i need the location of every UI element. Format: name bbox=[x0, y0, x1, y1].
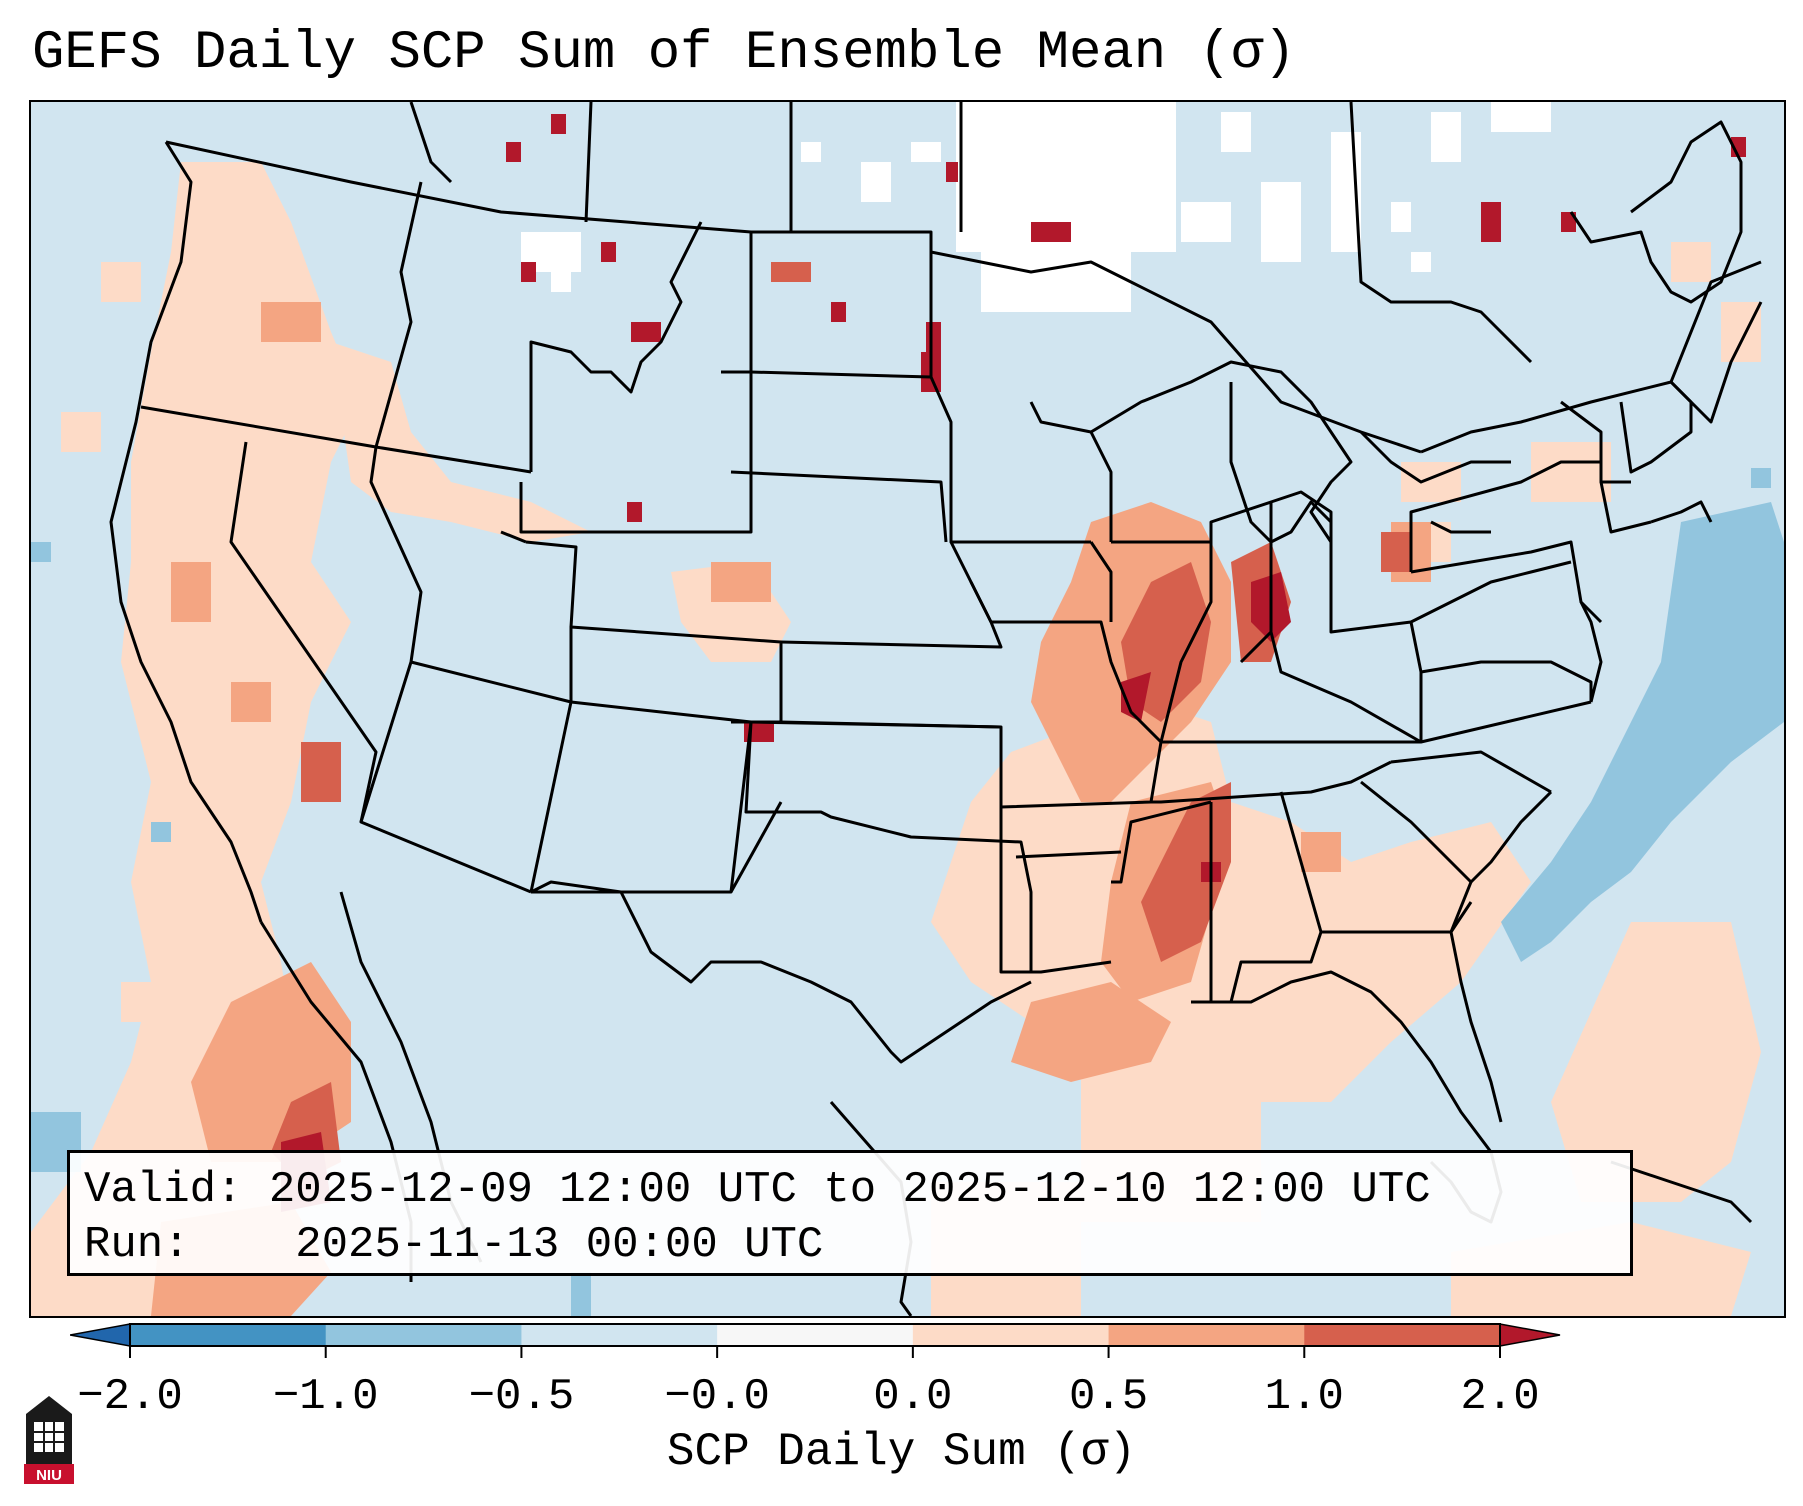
state-boundaries bbox=[109, 102, 1763, 1316]
colorbar-segment bbox=[717, 1324, 914, 1346]
colorbar-tick-label: −1.0 bbox=[273, 1372, 379, 1422]
colorbar-tick-label: 0.5 bbox=[1069, 1372, 1148, 1422]
colorbar-tick-label: −0.5 bbox=[469, 1372, 575, 1422]
valid-run-info-box: Valid: 2025-12-09 12:00 UTC to 2025-12-1… bbox=[67, 1150, 1633, 1276]
map-title: GEFS Daily SCP Sum of Ensemble Mean (σ) bbox=[32, 23, 1296, 84]
colorbar-under-triangle bbox=[70, 1323, 131, 1347]
colorbar-segment bbox=[130, 1324, 327, 1346]
colorbar-segment bbox=[1304, 1324, 1501, 1346]
colorbar-segment bbox=[1108, 1324, 1305, 1346]
negative-areas bbox=[31, 468, 1784, 1316]
run-value: 2025-11-13 00:00 UTC bbox=[295, 1220, 824, 1270]
run-label: Run: bbox=[84, 1220, 190, 1270]
colorbar-tick-label: 1.0 bbox=[1265, 1372, 1344, 1422]
colorbar-frame bbox=[129, 1323, 1501, 1347]
colorbar-segment bbox=[325, 1324, 522, 1346]
colorbar-segments bbox=[70, 1323, 1561, 1347]
colorbar: −2.0 −1.0 −0.5 −0.0 0.0 0.5 1.0 2.0 bbox=[70, 1323, 1561, 1422]
colorbar-segment bbox=[521, 1324, 718, 1346]
colorbar-segment bbox=[912, 1324, 1110, 1346]
map-panel bbox=[29, 100, 1786, 1318]
colorbar-label: SCP Daily Sum (σ) bbox=[666, 1426, 1137, 1478]
colorbar-tick-label: −0.0 bbox=[664, 1372, 770, 1422]
valid-value: 2025-12-09 12:00 UTC to 2025-12-10 12:00… bbox=[268, 1165, 1431, 1215]
logo-text: NIU bbox=[36, 1467, 62, 1484]
map-canvas bbox=[31, 102, 1784, 1316]
valid-label: Valid: bbox=[84, 1165, 243, 1215]
colorbar-ticks: −2.0 −1.0 −0.5 −0.0 0.0 0.5 1.0 2.0 bbox=[77, 1346, 1540, 1422]
colorbar-tick-label: 2.0 bbox=[1460, 1372, 1539, 1422]
colorbar-tick-label: −2.0 bbox=[77, 1372, 183, 1422]
colorbar-over-triangle bbox=[1499, 1323, 1561, 1347]
colorbar-tick-label: 0.0 bbox=[873, 1372, 952, 1422]
very-high-positive-areas bbox=[281, 114, 1746, 1212]
scp-field-layer bbox=[31, 102, 1784, 1316]
niu-logo-icon: NIU bbox=[24, 1396, 74, 1484]
